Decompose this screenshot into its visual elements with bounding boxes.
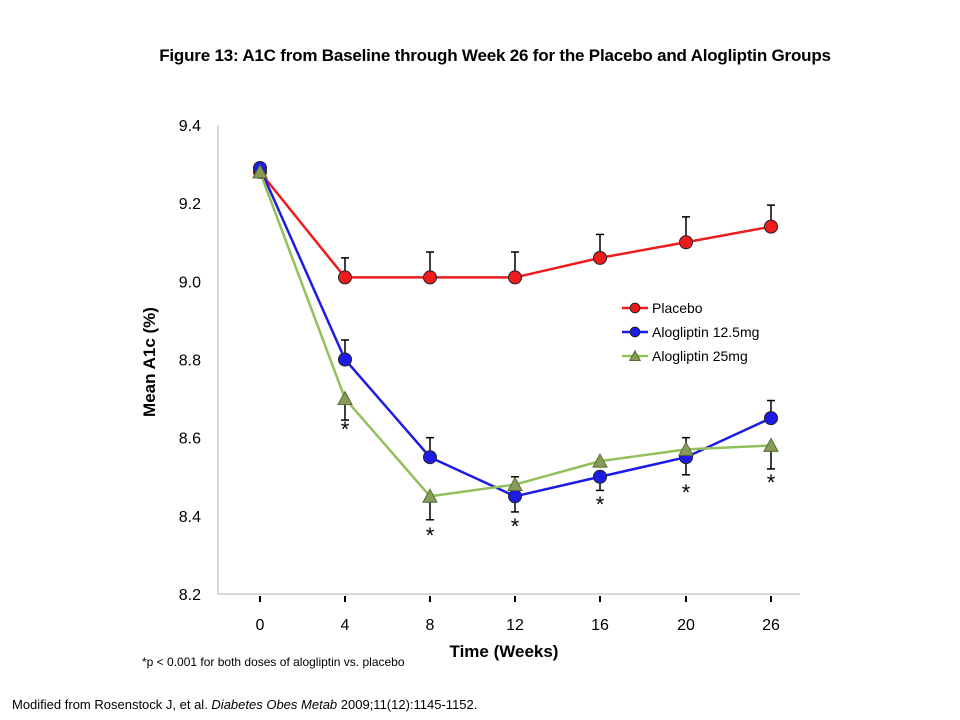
significance-star: * xyxy=(341,417,350,442)
x-axis-title: Time (Weeks) xyxy=(450,642,559,661)
y-tick-label: 9.2 xyxy=(179,196,201,213)
data-point xyxy=(337,390,353,406)
y-axis-title: Mean A1c (%) xyxy=(140,307,159,417)
data-point xyxy=(508,270,522,285)
data-point xyxy=(338,352,352,367)
data-point xyxy=(422,488,438,503)
legend-label: Alogliptin 12.5mg xyxy=(652,324,759,340)
legend-marker xyxy=(629,326,641,338)
legend-marker xyxy=(629,302,641,314)
x-tick-label: 4 xyxy=(341,617,350,634)
x-tick-label: 12 xyxy=(506,617,524,634)
legend: Placebo Alogliptin 12.5mg Alogliptin 25mg xyxy=(622,300,759,364)
significance-star: * xyxy=(426,523,435,548)
source-journal: Diabetes Obes Metab xyxy=(211,697,338,712)
y-tick-label: 9.4 xyxy=(179,118,201,135)
data-point xyxy=(764,219,778,234)
x-tick-label: 8 xyxy=(426,617,435,634)
y-tick-label: 8.2 xyxy=(179,587,201,604)
source-prefix: Modified from Rosenstock J, et al. xyxy=(12,697,212,712)
y-tick-label: 9.0 xyxy=(179,274,201,291)
data-point xyxy=(678,441,694,456)
significance-star: * xyxy=(767,470,776,495)
data-point xyxy=(679,235,693,250)
significance-markers: * * * * * * xyxy=(341,417,776,548)
significance-star: * xyxy=(511,514,520,539)
data-point xyxy=(593,250,607,265)
x-tick-label: 26 xyxy=(762,617,780,634)
significance-star: * xyxy=(596,492,605,517)
legend-marker xyxy=(628,349,642,361)
axes: 8.2 8.4 8.6 8.8 9.0 9.2 9.4 0 4 8 12 16 20 26 Time (We… xyxy=(140,118,800,661)
x-tick-label: 0 xyxy=(256,617,265,634)
data-point xyxy=(338,270,352,285)
legend-label: Placebo xyxy=(652,300,703,316)
data-point xyxy=(508,489,522,504)
footnote: *p < 0.001 for both doses of alogliptin … xyxy=(142,655,405,669)
data-point xyxy=(764,411,778,426)
data-point xyxy=(507,476,523,492)
y-tick-label: 8.4 xyxy=(179,509,201,526)
source-citation: Modified from Rosenstock J, et al. Diabe… xyxy=(12,697,477,712)
data-point xyxy=(763,437,779,452)
data-point xyxy=(423,270,437,285)
y-tick-label: 8.8 xyxy=(179,353,201,370)
source-suffix: 2009;11(12):1145-1152. xyxy=(337,697,478,712)
x-tick-label: 16 xyxy=(591,617,609,634)
y-tick-label: 8.6 xyxy=(179,431,201,448)
chart-title: Figure 13: A1C from Baseline through Wee… xyxy=(159,46,831,65)
data-point xyxy=(423,450,437,465)
series-markers xyxy=(252,160,779,504)
significance-star: * xyxy=(682,480,691,505)
data-point xyxy=(592,453,608,468)
legend-label: Alogliptin 25mg xyxy=(652,348,748,364)
data-point xyxy=(252,163,268,179)
data-point xyxy=(593,469,607,484)
x-tick-label: 20 xyxy=(677,617,695,634)
